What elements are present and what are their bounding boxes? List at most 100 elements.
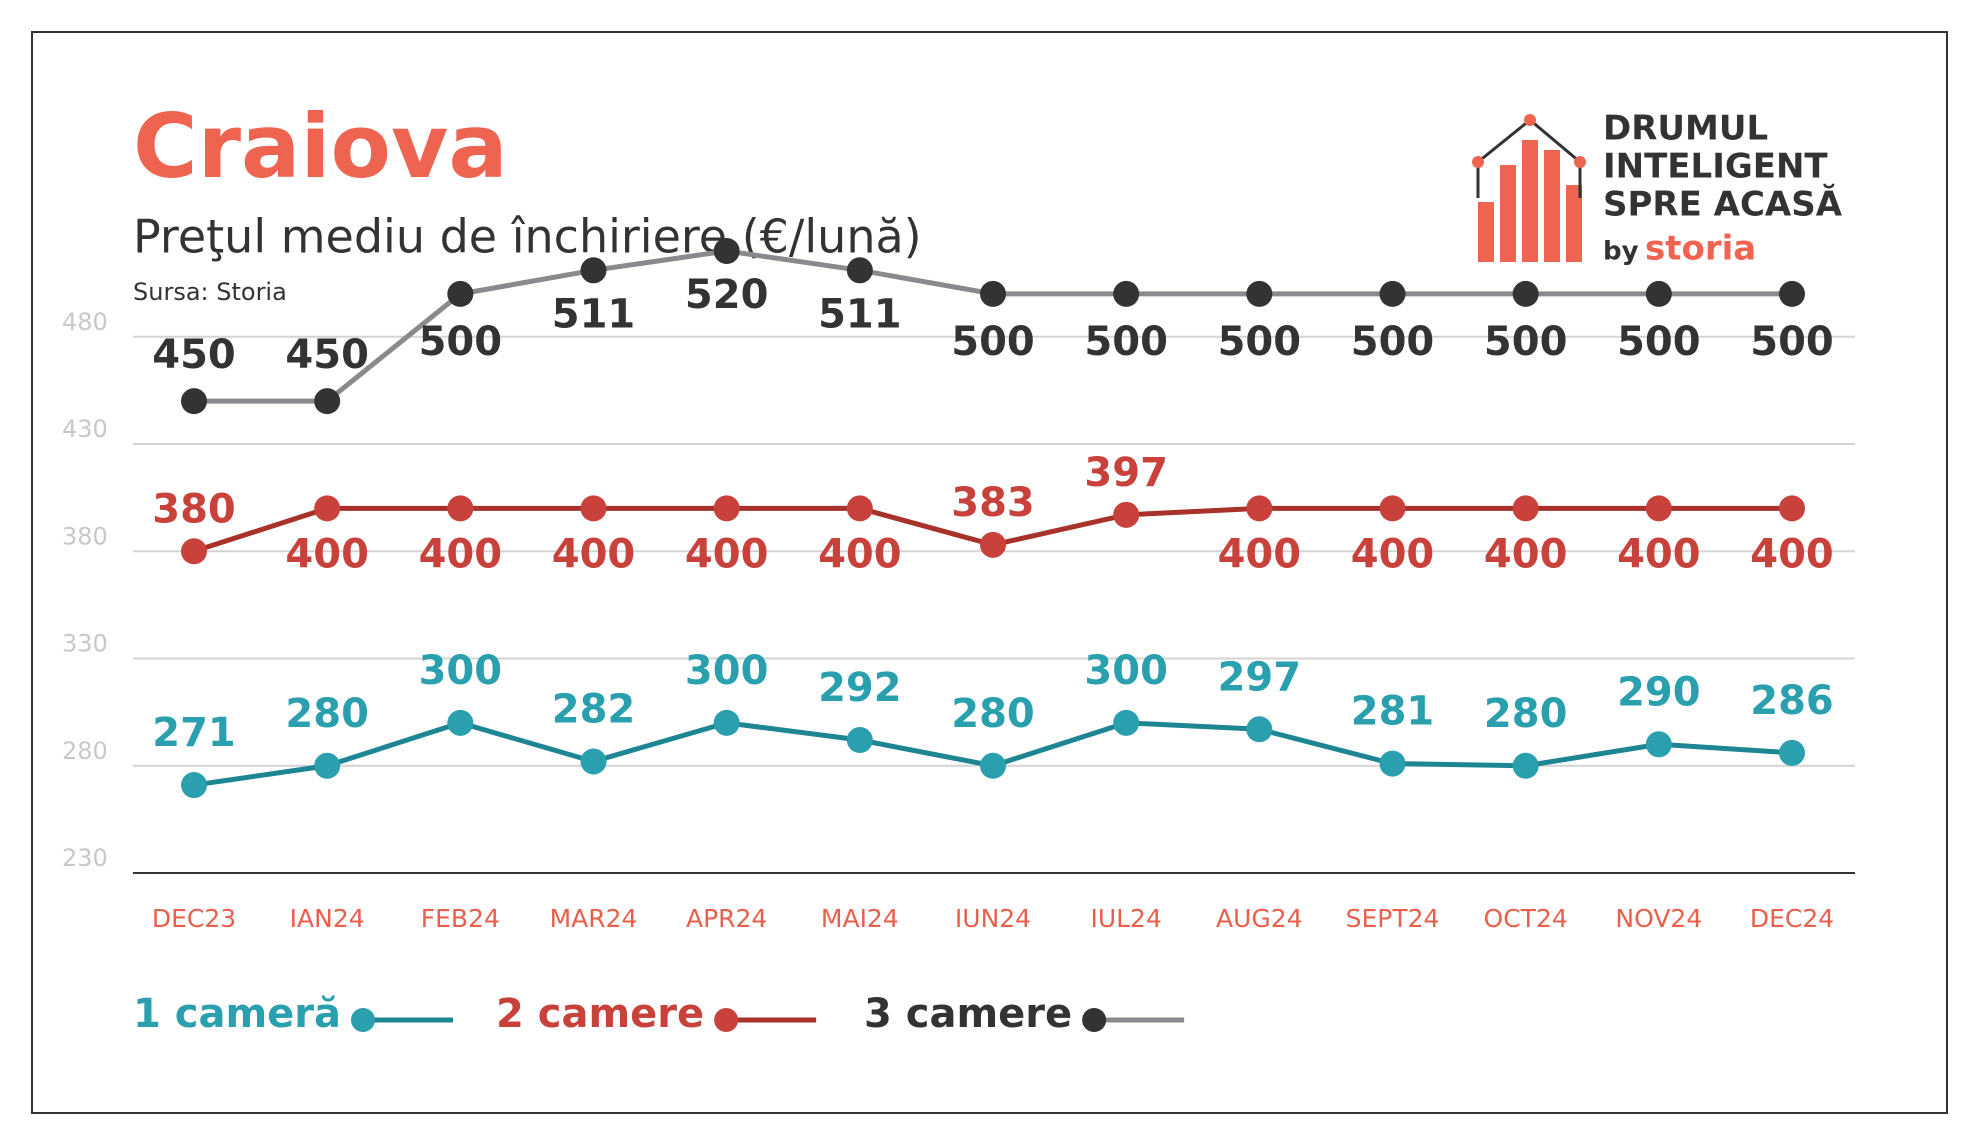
- source: Sursa: Storia: [133, 278, 287, 306]
- data-point: [1645, 280, 1672, 307]
- legend-label: 1 cameră: [133, 991, 341, 1037]
- data-point: [447, 709, 474, 736]
- x-tick-label: AUG24: [1216, 904, 1303, 933]
- x-tick-label: FEB24: [421, 904, 500, 933]
- data-label: 280: [951, 691, 1035, 737]
- data-point: [1512, 280, 1539, 307]
- data-label: 400: [552, 531, 636, 577]
- legend-marker: [714, 1008, 739, 1032]
- data-point: [980, 752, 1006, 779]
- logo-dot: [1472, 156, 1484, 168]
- legend-label: 3 camere: [864, 991, 1072, 1037]
- data-label: 400: [1351, 531, 1435, 577]
- data-label: 500: [1484, 319, 1568, 365]
- y-tick-label: 330: [62, 630, 108, 658]
- data-label: 300: [685, 648, 769, 694]
- x-tick-label: MAI24: [821, 904, 899, 933]
- data-point: [1779, 280, 1805, 307]
- logo-text: INTELIGENT: [1603, 147, 1828, 187]
- data-label: 281: [1351, 689, 1435, 735]
- data-label: 500: [419, 319, 503, 365]
- logo-bar: [1544, 150, 1560, 262]
- logo-by: by: [1603, 237, 1639, 267]
- data-label: 282: [552, 686, 636, 732]
- y-tick-label: 430: [62, 415, 108, 443]
- y-tick-label: 230: [62, 844, 108, 872]
- data-point: [1246, 495, 1273, 522]
- data-point: [713, 238, 740, 264]
- data-point: [713, 709, 740, 736]
- logo-bar: [1522, 140, 1538, 262]
- data-label: 500: [1218, 319, 1302, 365]
- data-label: 271: [152, 710, 236, 756]
- data-point: [846, 257, 873, 284]
- data-label: 500: [1617, 319, 1701, 365]
- data-label: 500: [951, 319, 1035, 365]
- data-label: 286: [1750, 678, 1834, 724]
- data-point: [1113, 501, 1140, 528]
- x-tick-label: NOV24: [1615, 904, 1702, 933]
- data-point: [580, 257, 607, 284]
- data-point: [1379, 750, 1406, 777]
- data-point: [1645, 731, 1672, 758]
- logo: DRUMUL INTELIGENT SPRE ACASĂ by storia: [1472, 109, 1843, 269]
- data-point: [580, 495, 607, 522]
- data-point: [314, 752, 341, 779]
- data-point: [980, 531, 1006, 558]
- legend-marker: [351, 1008, 375, 1032]
- x-tick-label: APR24: [686, 904, 767, 933]
- data-point: [181, 772, 207, 799]
- logo-bar: [1500, 165, 1516, 262]
- data-label: 511: [552, 291, 636, 337]
- data-label: 380: [152, 486, 236, 532]
- legend-marker: [1082, 1008, 1107, 1032]
- data-point: [580, 748, 607, 775]
- data-label: 400: [1218, 531, 1302, 577]
- logo-dot: [1524, 114, 1536, 126]
- x-tick-label: SEPT24: [1346, 904, 1440, 933]
- logo-bar: [1566, 185, 1582, 262]
- chart-title: Craiova: [133, 95, 508, 198]
- data-point: [314, 495, 341, 522]
- data-label: 450: [285, 332, 369, 378]
- data-label: 300: [419, 648, 503, 694]
- data-point: [1246, 280, 1273, 307]
- x-tick-label: OCT24: [1484, 904, 1568, 933]
- data-label: 400: [1484, 531, 1568, 577]
- logo-text: DRUMUL: [1603, 109, 1768, 149]
- logo-text: SPRE ACASĂ: [1603, 184, 1843, 225]
- data-point: [447, 280, 474, 307]
- data-label: 400: [1750, 531, 1834, 577]
- data-label: 500: [1084, 319, 1168, 365]
- data-label: 397: [1084, 450, 1168, 496]
- x-tick-label: IUN24: [955, 904, 1031, 933]
- data-label: 400: [685, 531, 769, 577]
- data-point: [447, 495, 474, 522]
- logo-brand: storia: [1645, 229, 1756, 269]
- y-tick-label: 280: [62, 737, 108, 765]
- data-label: 383: [951, 480, 1035, 526]
- data-label: 500: [1750, 319, 1834, 365]
- data-point: [1645, 495, 1672, 522]
- x-tick-label: IUL24: [1090, 904, 1161, 933]
- data-point: [1779, 739, 1805, 766]
- data-label: 280: [1484, 691, 1568, 737]
- data-label: 511: [818, 291, 902, 337]
- legend-label: 2 camere: [496, 991, 704, 1037]
- data-point: [181, 388, 207, 415]
- data-label: 300: [1084, 648, 1168, 694]
- data-label: 292: [818, 665, 902, 711]
- data-point: [1512, 495, 1539, 522]
- x-tick-label: DEC23: [152, 904, 236, 933]
- data-point: [846, 495, 873, 522]
- data-point: [1379, 495, 1406, 522]
- logo-dot: [1574, 156, 1586, 168]
- y-tick-label: 480: [62, 308, 108, 336]
- data-point: [1512, 752, 1539, 779]
- data-label: 400: [1617, 531, 1701, 577]
- data-label: 290: [1617, 669, 1701, 715]
- data-label: 520: [685, 272, 769, 318]
- data-point: [713, 495, 740, 522]
- x-tick-label: MAR24: [550, 904, 638, 933]
